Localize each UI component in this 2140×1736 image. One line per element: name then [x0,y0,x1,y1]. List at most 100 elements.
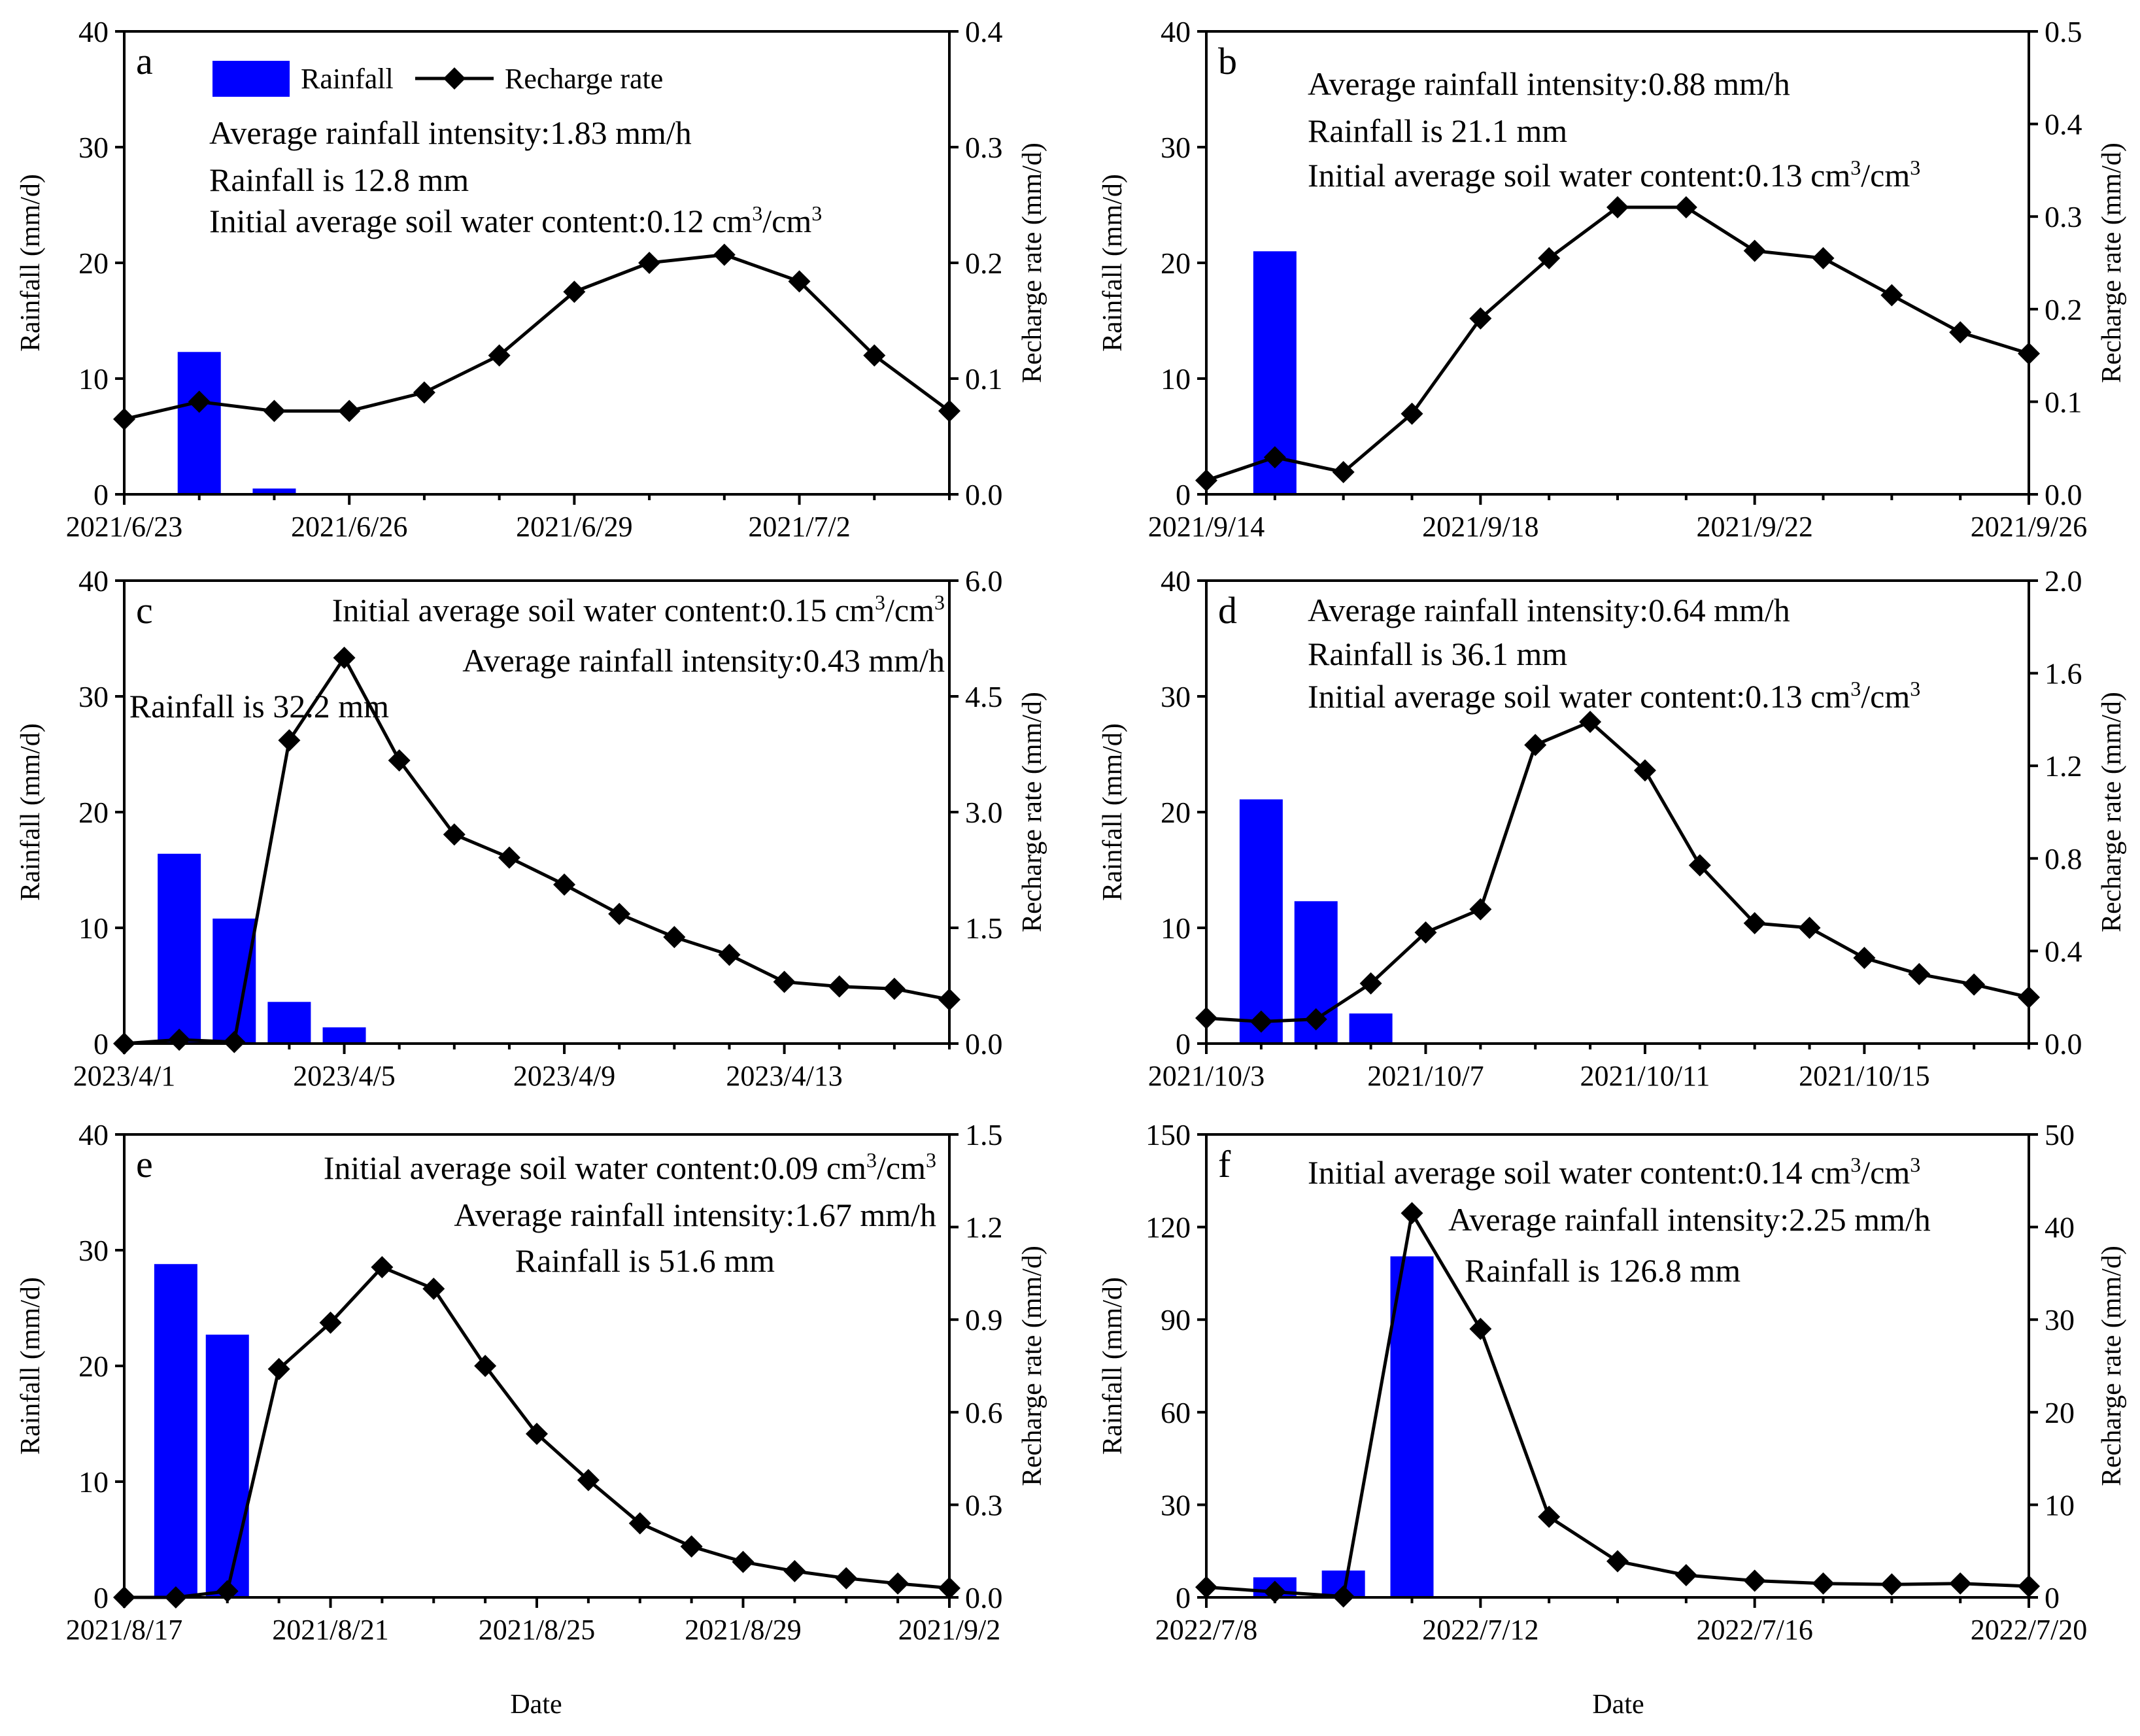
recharge-point [1880,1573,1903,1596]
y-right-axis-title: Recharge rate (mm/d) [2097,143,2127,383]
y-left-axis-title: Rainfall (mm/d) [16,1277,46,1455]
panel-c: 0 10 20 30 40 0.0 1.5 3.0 4.5 6.0 2023/4/1 2023/4/5… [16,564,1047,1092]
y-left-tick-label: 10 [78,362,109,396]
annotation-text: Average rainfall intensity:1.67 mm/h [454,1197,936,1233]
rainfall-bar [154,1264,197,1597]
recharge-point [887,1572,909,1595]
y-left-tick-label: 20 [78,796,109,829]
y-left-tick-label: 40 [78,1118,109,1151]
annotation-text: Average rainfall intensity:0.88 mm/h [1308,65,1790,102]
y-left-tick-label: 0 [1176,1581,1191,1614]
recharge-point [278,729,301,752]
recharge-point [223,1030,246,1053]
y-left-tick-label: 40 [78,15,109,48]
y-left-tick-label: 0 [1176,478,1191,511]
rainfall-bar [252,488,296,494]
recharge-point [1249,1010,1272,1033]
recharge-point [638,252,661,274]
y-right-tick-label: 1.6 [2045,657,2082,690]
panels: 0 10 20 30 40 0.0 0.1 0.2 0.3 0.4 2021/6/23 2021/6/… [16,15,2127,1646]
y-right-tick-label: 6.0 [965,564,1003,598]
x-axis-title-right: Date [1592,1690,1644,1720]
y-right-tick-label: 10 [2045,1488,2075,1522]
recharge-point [188,390,211,413]
y-left-axis-title: Rainfall (mm/d) [1098,1277,1128,1455]
recharge-point [628,1512,651,1535]
y-right-tick-label: 1.5 [965,911,1003,945]
annotation-text: Rainfall is 32.2 mm [129,688,389,724]
x-tick-label: 2021/8/17 [66,1614,182,1646]
y-left-tick-label: 30 [1161,1488,1191,1522]
recharge-point [1401,1202,1423,1225]
x-tick-label: 2022/7/12 [1422,1614,1538,1646]
y-left-tick-label: 0 [93,1581,109,1614]
y-right-tick-label: 20 [2045,1396,2075,1429]
recharge-point [1469,898,1492,921]
y-right-tick-label: 0.0 [2045,1027,2082,1061]
recharge-point [1743,239,1766,262]
x-tick-label: 2023/4/5 [293,1060,395,1092]
recharge-line [124,253,951,421]
recharge-point [1812,1572,1835,1595]
y-right-axis-title: Recharge rate (mm/d) [2097,1246,2127,1486]
recharge-point [1606,1550,1629,1573]
recharge-point [338,400,361,422]
x-tick-label: 2021/8/29 [685,1614,801,1646]
rainfall-bar [1239,799,1283,1044]
recharge-point [563,281,586,303]
recharge-point [835,1567,858,1590]
x-tick-label: 2021/6/29 [516,511,632,543]
y-left-tick-label: 10 [1161,911,1191,945]
recharge-point [1469,307,1492,330]
recharge-point [1674,1564,1697,1587]
recharge-point [1812,247,1835,269]
y-left-tick-label: 20 [1161,796,1191,829]
recharge-point [443,823,466,846]
recharge-point [1469,1318,1492,1340]
recharge-point [783,1559,806,1582]
y-left-axis-title: Rainfall (mm/d) [1098,723,1128,901]
recharge-point [422,1278,445,1300]
recharge-point [263,400,286,422]
x-tick-label: 2021/7/2 [748,511,850,543]
y-right-tick-label: 2.0 [2045,564,2082,598]
recharge-point [1263,446,1286,469]
y-right-tick-label: 0.8 [2045,842,2082,876]
y-left-tick-label: 40 [1161,564,1191,598]
panel-d: 0 10 20 30 40 0.0 0.4 0.8 1.2 1.6 2.0 2021/10/3 2021… [1098,564,2127,1092]
annotation-text: Rainfall is 12.8 mm [209,162,469,198]
panel-e: 0 10 20 30 40 0.0 0.3 0.6 0.9 1.2 1.5 2021/8/17 2021… [16,1118,1047,1646]
x-tick-label: 2021/6/23 [66,511,182,543]
annotation-text: Initial average soil water content:0.09 … [324,1148,936,1186]
annotation-text: Rainfall is 36.1 mm [1308,636,1567,672]
panel-f: 0 30 60 90 120 150 0 10 20 30 40 50 2022/7/8 2022/7/1… [1098,1118,2127,1646]
recharge-point [1538,1505,1561,1528]
y-left-axis-title: Rainfall (mm/d) [16,174,46,352]
annotation-text: Average rainfall intensity:0.64 mm/h [1308,592,1790,628]
y-right-tick-label: 0 [2045,1581,2060,1614]
y-right-tick-label: 0.3 [965,1488,1003,1522]
annotation-text: Average rainfall intensity:0.43 mm/h [462,642,945,679]
x-tick-label: 2021/8/25 [479,1614,595,1646]
recharge-point [488,344,511,367]
y-left-tick-label: 0 [1176,1027,1191,1061]
recharge-point [1332,461,1355,484]
y-right-tick-label: 1.5 [965,1118,1003,1151]
y-right-tick-label: 0.1 [965,362,1003,396]
recharge-point [883,978,906,1000]
x-tick-label: 2021/10/3 [1148,1060,1265,1092]
y-right-tick-label: 4.5 [965,680,1003,713]
annotation-text: Initial average soil water content:0.12 … [209,201,822,239]
y-right-tick-label: 3.0 [965,796,1003,829]
recharge-point [773,970,796,993]
annotation-text: Rainfall is 126.8 mm [1465,1252,1741,1289]
y-left-tick-label: 10 [78,1465,109,1499]
recharge-line [124,655,950,1046]
y-left-tick-label: 60 [1161,1396,1191,1429]
recharge-point [333,647,356,669]
recharge-point [1538,247,1561,269]
y-left-tick-label: 0 [93,478,109,511]
recharge-point [1853,947,1876,970]
recharge-point [680,1535,703,1558]
y-left-tick-label: 20 [78,1350,109,1383]
